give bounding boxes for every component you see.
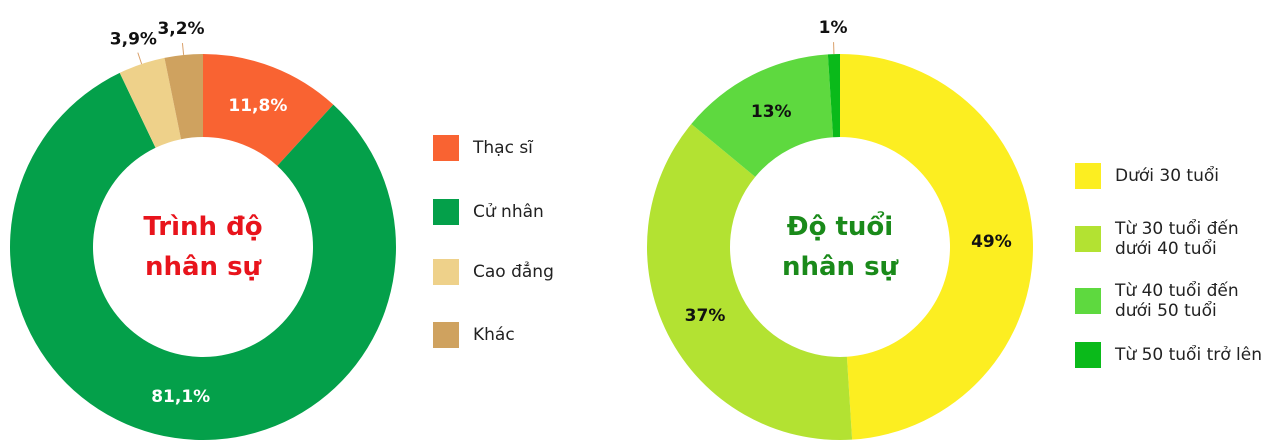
slice	[691, 54, 834, 177]
data-label: 49%	[971, 232, 1012, 252]
legend-swatch	[433, 322, 459, 348]
data-label: 13%	[751, 102, 792, 122]
legend-item: Dưới 30 tuổi	[1075, 163, 1275, 189]
legend-label: Từ 40 tuổi đến dưới 50 tuổi	[1115, 281, 1239, 321]
leader-line	[181, 42, 185, 56]
data-label: 81,1%	[151, 387, 210, 407]
legend-label: Từ 30 tuổi đến dưới 40 tuổi	[1115, 219, 1239, 259]
leader-line	[137, 52, 143, 65]
legend-swatch	[433, 259, 459, 285]
data-label: 3,2%	[157, 19, 204, 39]
center-title: Trình độ nhân sự	[143, 212, 263, 282]
data-label: 1%	[819, 18, 848, 38]
legend-item: Cử nhân	[433, 199, 633, 225]
slice	[827, 54, 840, 138]
legend-swatch	[1075, 342, 1101, 368]
legend-label: Dưới 30 tuổi	[1115, 166, 1219, 186]
legend-item: Từ 40 tuổi đến dưới 50 tuổi	[1075, 281, 1275, 321]
data-label: 3,9%	[110, 29, 157, 49]
legend-item: Từ 50 tuổi trở lên	[1075, 342, 1275, 368]
center-title: Độ tuổi nhân sự	[781, 212, 899, 282]
legend-label: Cao đẳng	[473, 262, 554, 282]
legend-swatch	[433, 135, 459, 161]
legend-label: Thạc sĩ	[473, 138, 533, 158]
slice	[119, 57, 182, 148]
legend-label: Từ 50 tuổi trở lên	[1115, 345, 1262, 365]
legend-label: Khác	[473, 325, 515, 345]
slice	[840, 54, 1033, 440]
legend-swatch	[1075, 163, 1101, 189]
legend-swatch	[433, 199, 459, 225]
slice	[647, 123, 853, 440]
legend-item: Thạc sĩ	[433, 135, 633, 161]
legend-swatch	[1075, 288, 1101, 314]
legend-item: Khác	[433, 322, 633, 348]
data-label: 11,8%	[228, 96, 287, 116]
slice	[9, 72, 396, 440]
slice	[203, 54, 334, 166]
legend-item: Cao đẳng	[433, 259, 633, 285]
legend-swatch	[1075, 226, 1101, 252]
data-label: 37%	[685, 306, 726, 326]
slice	[164, 54, 203, 140]
legend-label: Cử nhân	[473, 202, 544, 222]
legend-item: Từ 30 tuổi đến dưới 40 tuổi	[1075, 219, 1275, 259]
